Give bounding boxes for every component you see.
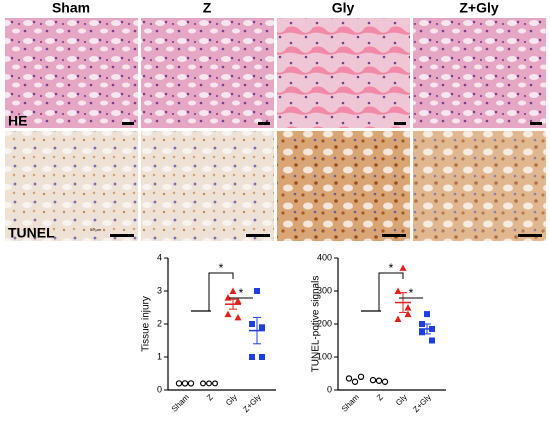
- x-tick-label: Gly: [224, 393, 239, 408]
- column-label: Z: [203, 0, 212, 16]
- point: [345, 375, 353, 382]
- point: [206, 380, 213, 387]
- point: [234, 313, 242, 321]
- y-axis-label: TUNEL-potive signals: [311, 276, 322, 373]
- point: [181, 380, 189, 387]
- x-tick-label: Z: [375, 392, 385, 402]
- row-label: HE: [8, 113, 27, 129]
- significance: *: [389, 261, 394, 275]
- scale-bar: [530, 122, 542, 125]
- scale-bar: [122, 122, 134, 125]
- column-label: Gly: [332, 0, 355, 16]
- point: [229, 287, 237, 294]
- y-tick-label: 300: [317, 285, 332, 295]
- x-tick-label: Z: [205, 392, 215, 402]
- y-axis-label: Tissue injury: [141, 296, 152, 352]
- bracket: [378, 272, 404, 311]
- scale-bar: [110, 234, 134, 237]
- point: [234, 297, 242, 304]
- y-tick-label: 2: [157, 318, 162, 328]
- point: [224, 310, 232, 318]
- point: [175, 380, 183, 387]
- point: [381, 378, 389, 385]
- x-tick-label: Z+Gly: [411, 393, 433, 415]
- row-label: TUNEL: [8, 225, 55, 241]
- point: [369, 376, 377, 384]
- scale-bar: [394, 122, 406, 125]
- tunel-image: [413, 131, 546, 241]
- y-tick-label: 400: [317, 252, 332, 262]
- point: [351, 378, 359, 385]
- point: [404, 310, 412, 318]
- point: [357, 373, 365, 380]
- micrographs: 50 µm HE TUNEL Sham Z Gly Z+Gly: [5, 0, 546, 241]
- scale-label: 50 µm: [90, 227, 102, 232]
- y-tick-label: 4: [157, 252, 162, 262]
- significance: *: [409, 286, 414, 300]
- point: [424, 311, 430, 318]
- point: [419, 329, 425, 336]
- y-tick-label: 0: [157, 384, 162, 394]
- y-tick-label: 100: [317, 351, 332, 361]
- point: [259, 324, 265, 331]
- scale-bar: [518, 234, 542, 237]
- he-image: [277, 18, 410, 128]
- significance: *: [239, 286, 244, 300]
- y-tick-label: 1: [157, 351, 162, 361]
- point: [249, 354, 255, 360]
- y-tick-label: 200: [317, 318, 332, 328]
- y-tick-label: 3: [157, 285, 162, 295]
- point: [254, 288, 260, 294]
- point: [200, 380, 207, 387]
- point: [249, 321, 255, 327]
- scale-bar: [246, 234, 270, 237]
- column-label: Z+Gly: [459, 0, 499, 16]
- point: [419, 321, 425, 327]
- he-image: [141, 18, 274, 128]
- x-tick-label: Sham: [170, 392, 191, 413]
- bracket: [208, 272, 234, 311]
- he-image: [413, 18, 546, 128]
- point: [404, 304, 412, 311]
- point: [187, 380, 195, 387]
- point: [212, 380, 219, 387]
- x-tick-label: Gly: [394, 393, 409, 408]
- scale-bar: [382, 234, 406, 237]
- column-label: Sham: [52, 0, 90, 16]
- y-tick-label: 0: [327, 384, 332, 394]
- tunel-image: [277, 131, 410, 241]
- point: [429, 337, 435, 344]
- point: [399, 264, 407, 271]
- x-tick-label: Sham: [340, 392, 361, 413]
- point: [375, 377, 383, 384]
- scale-bar: [258, 122, 270, 125]
- tunel-image: [5, 131, 138, 241]
- significance: *: [219, 261, 224, 275]
- he-image: [5, 18, 138, 128]
- x-tick-label: Z+Gly: [241, 393, 263, 415]
- point: [394, 315, 402, 323]
- tunel-image: [141, 131, 274, 241]
- point: [259, 354, 265, 360]
